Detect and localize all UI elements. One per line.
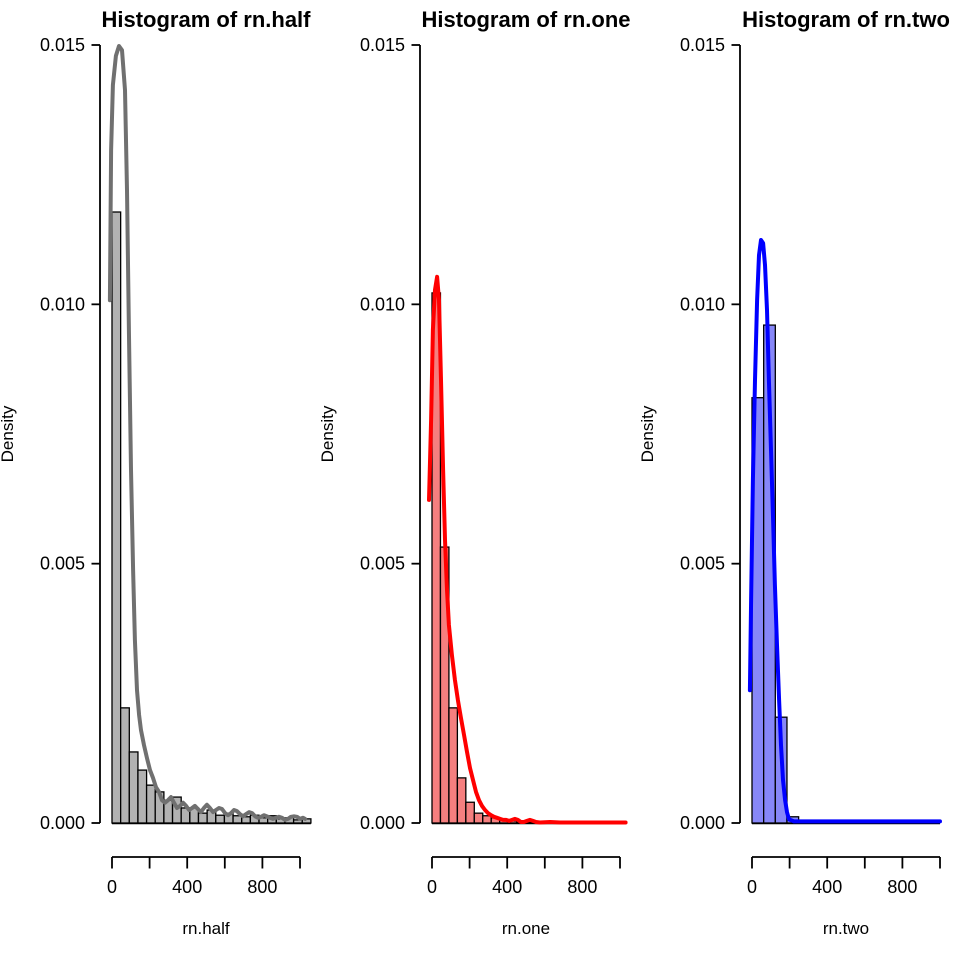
- y-tick-label: 0.010: [360, 294, 405, 314]
- x-tick-label: 400: [812, 877, 842, 897]
- panel-canvas: 0.000 0.005 0.010 0.015 0 400 800 Histogram of …: [0, 7, 312, 938]
- histogram-bar: [456, 777, 467, 824]
- x-tick-label: 800: [247, 877, 277, 897]
- histogram-bar: [473, 812, 484, 824]
- histogram-bar: [215, 814, 226, 824]
- histogram-bar: [128, 751, 139, 824]
- histogram-panel-rn-half: 0.000 0.005 0.010 0.015 0 400 800 Histogram of …: [0, 0, 320, 960]
- histogram-bar: [197, 812, 208, 824]
- x-axis-label: rn.two: [823, 919, 869, 938]
- density-curve: [747, 238, 942, 824]
- x-tick-label: 800: [887, 877, 917, 897]
- density-curve: [427, 274, 628, 825]
- histogram-bar: [111, 211, 122, 824]
- x-tick-label: 0: [107, 877, 117, 897]
- y-tick-label: 0.000: [360, 813, 405, 833]
- chart-title: Histogram of rn.two: [742, 7, 950, 32]
- histogram-bar: [465, 801, 475, 824]
- y-tick-label: 0.000: [680, 813, 725, 833]
- x-tick-label: 0: [747, 877, 757, 897]
- panel-canvas: 0.000 0.005 0.010 0.015 0 400 800 Histogram of …: [320, 7, 631, 938]
- y-tick-label: 0.015: [360, 35, 405, 55]
- chart-title: Histogram of rn.one: [421, 7, 630, 32]
- x-tick-label: 800: [567, 877, 597, 897]
- density-curve: [107, 44, 308, 822]
- histogram-panel-rn-one: 0.000 0.005 0.010 0.015 0 400 800 Histogram of …: [320, 0, 640, 960]
- y-tick-label: 0.015: [40, 35, 85, 55]
- panel-canvas: 0.000 0.005 0.010 0.015 0 400 800 Histogram of …: [640, 7, 950, 938]
- y-tick-label: 0.010: [40, 294, 85, 314]
- x-axis-label: rn.half: [182, 919, 230, 938]
- x-tick-label: 400: [172, 877, 202, 897]
- y-tick-label: 0.000: [40, 813, 85, 833]
- histogram-bar: [137, 769, 148, 824]
- y-axis-label: Density: [0, 405, 17, 462]
- y-tick-label: 0.005: [360, 554, 405, 574]
- histogram-bar: [145, 784, 156, 824]
- x-axis-label: rn.one: [502, 919, 550, 938]
- y-tick-label: 0.005: [680, 554, 725, 574]
- y-tick-label: 0.015: [680, 35, 725, 55]
- y-axis-label: Density: [640, 405, 657, 462]
- y-tick-label: 0.005: [40, 554, 85, 574]
- histogram-bar: [448, 707, 459, 824]
- y-tick-label: 0.010: [680, 294, 725, 314]
- histogram-bar: [120, 707, 130, 824]
- histogram-panel-rn-two: 0.000 0.005 0.010 0.015 0 400 800 Histogram of …: [640, 0, 960, 960]
- chart-title: Histogram of rn.half: [101, 7, 311, 32]
- y-axis-label: Density: [320, 405, 337, 462]
- x-tick-label: 0: [427, 877, 437, 897]
- x-tick-label: 400: [492, 877, 522, 897]
